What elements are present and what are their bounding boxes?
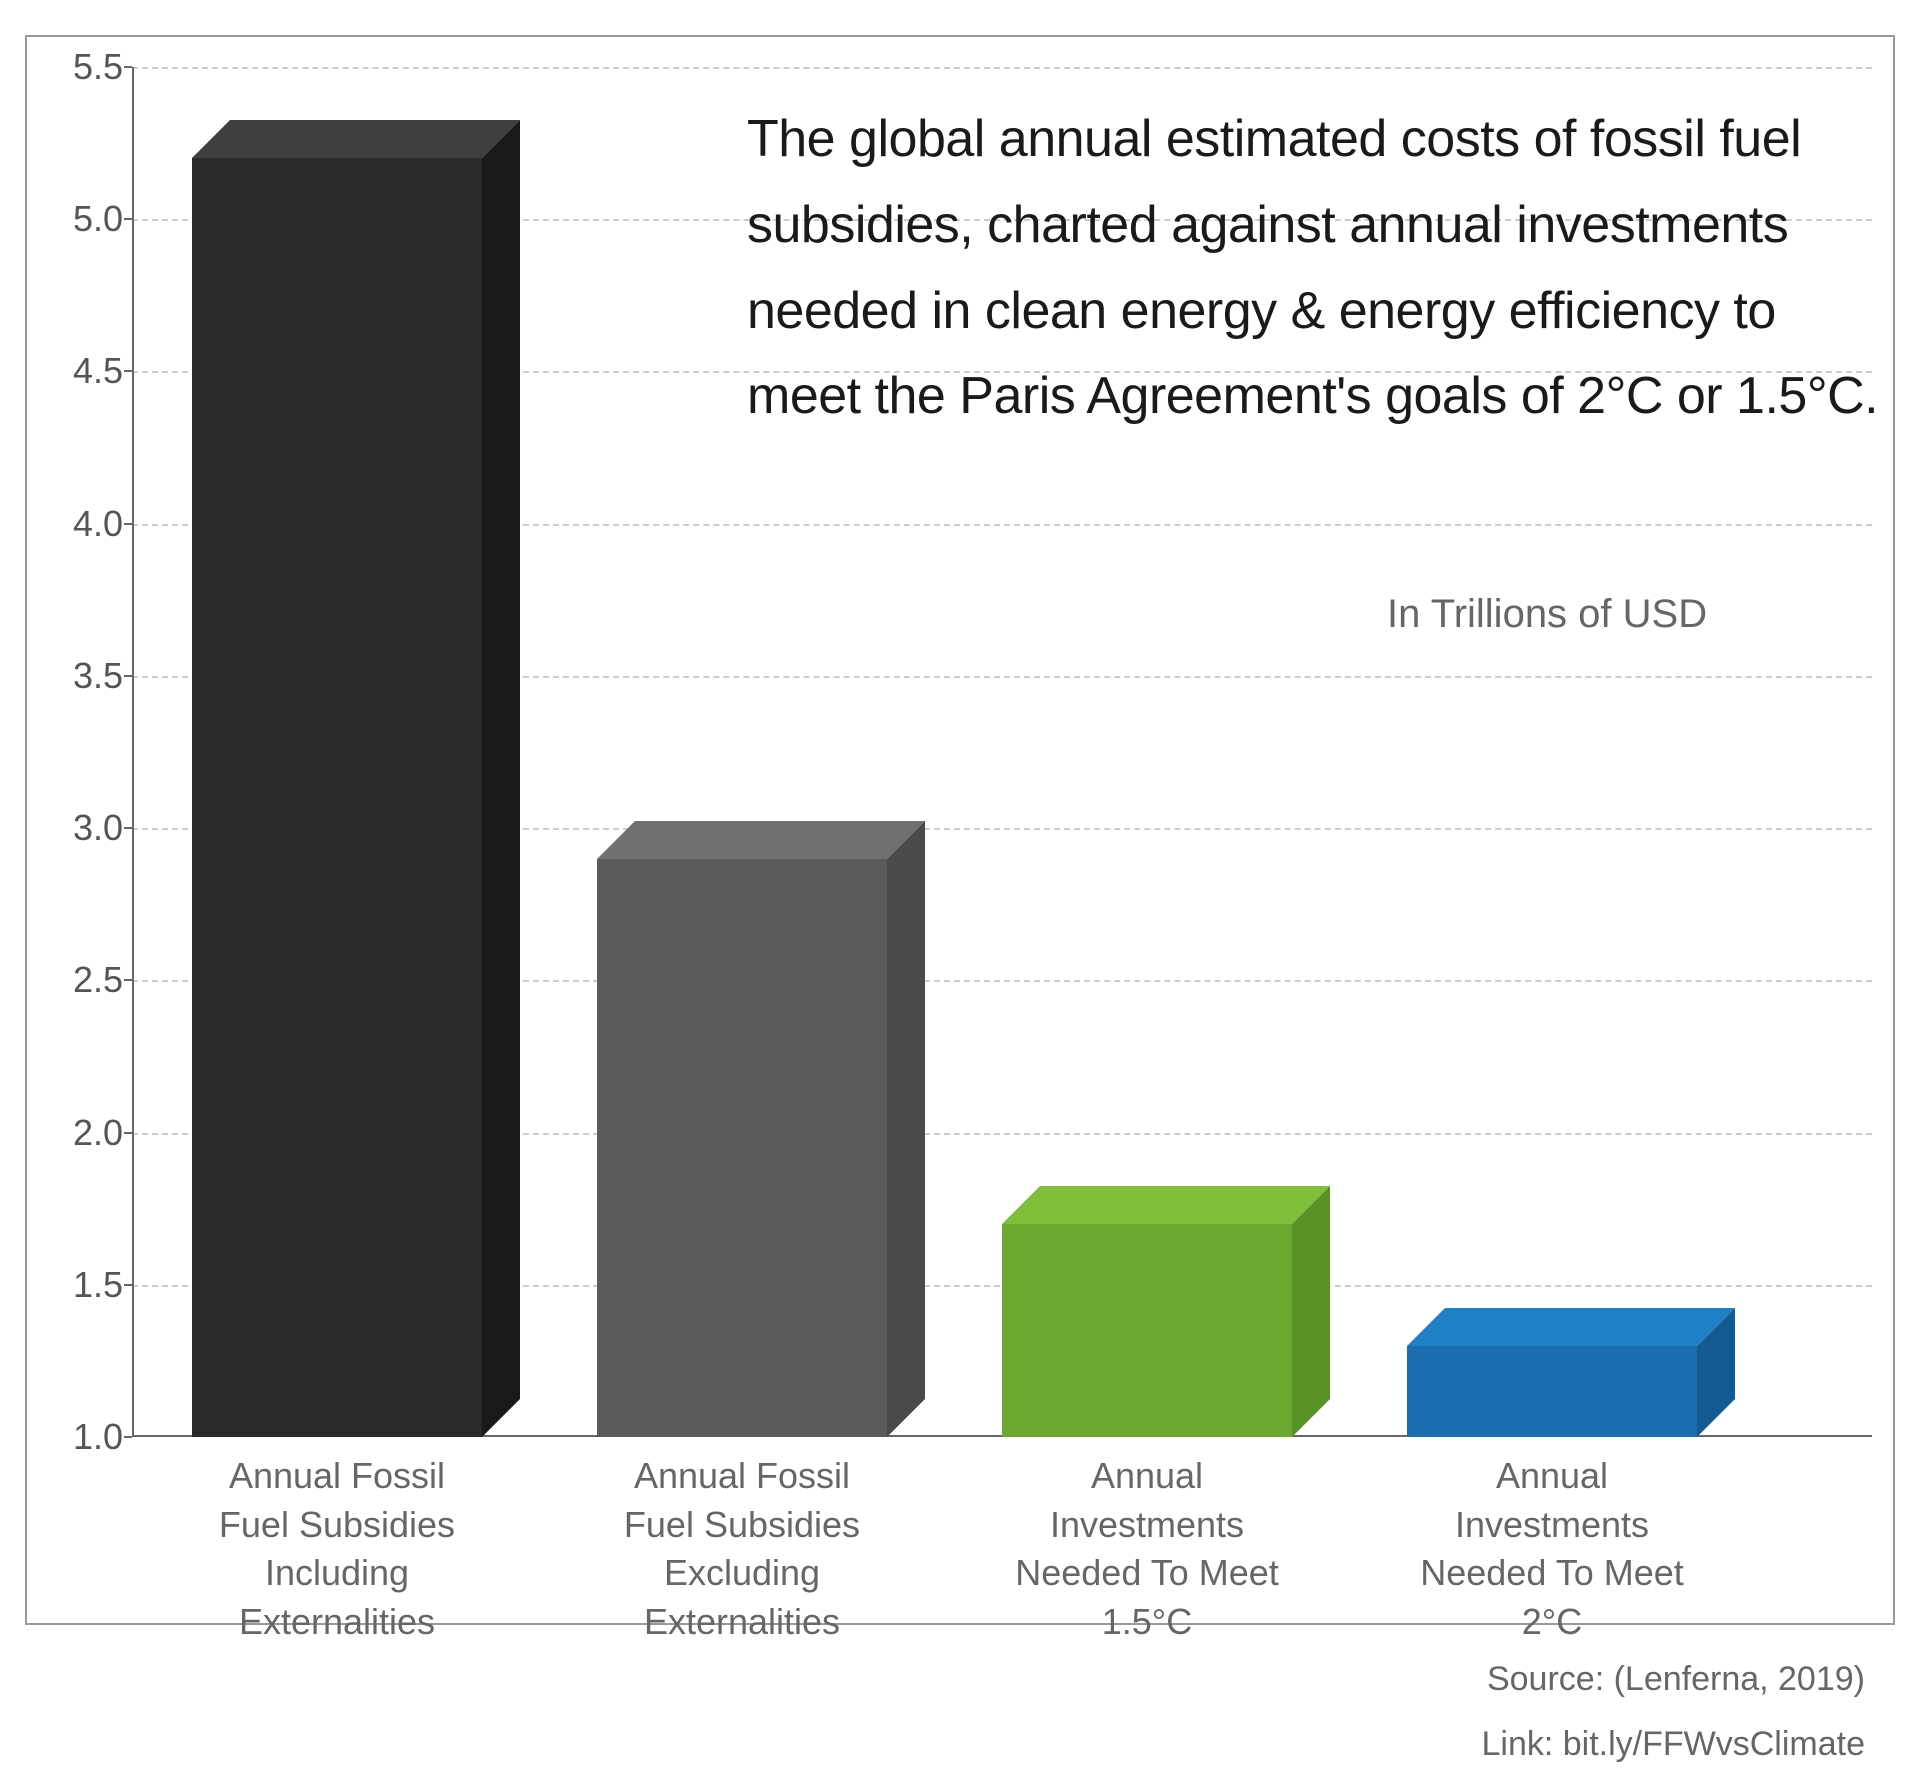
- bar-front: [1002, 1224, 1292, 1437]
- bar-top: [192, 120, 520, 158]
- bar-front: [1407, 1346, 1697, 1437]
- chart-subtitle: In Trillions of USD: [1387, 592, 1707, 637]
- y-tick-label: 1.5: [43, 1264, 123, 1306]
- bar-side: [1292, 1186, 1330, 1437]
- source-text: Source: (Lenferna, 2019): [1487, 1660, 1865, 1699]
- y-tick-label: 1.0: [43, 1416, 123, 1458]
- link-text: Link: bit.ly/FFWvsClimate: [1482, 1725, 1866, 1764]
- y-tick-mark: [124, 523, 132, 525]
- x-axis-label: Annual FossilFuel SubsidiesExcludingExte…: [567, 1452, 917, 1646]
- grid-line: [132, 67, 1872, 69]
- bar-front: [597, 859, 887, 1437]
- bar-front: [192, 158, 482, 1437]
- y-axis-line: [132, 67, 134, 1437]
- y-tick-mark: [124, 218, 132, 220]
- bar-top: [1407, 1308, 1735, 1346]
- bar-side: [482, 120, 520, 1437]
- y-tick-label: 2.5: [43, 959, 123, 1001]
- y-tick-mark: [124, 1436, 132, 1438]
- bar-side: [887, 821, 925, 1437]
- y-tick-label: 2.0: [43, 1112, 123, 1154]
- bar: [1407, 1308, 1735, 1437]
- y-tick-mark: [124, 827, 132, 829]
- y-tick-mark: [124, 675, 132, 677]
- y-tick-label: 5.5: [43, 46, 123, 88]
- bar: [597, 821, 925, 1437]
- y-tick-mark: [124, 1284, 132, 1286]
- y-tick-mark: [124, 979, 132, 981]
- x-axis-label: AnnualInvestmentsNeeded To Meet1.5°C: [972, 1452, 1322, 1646]
- y-tick-mark: [124, 1132, 132, 1134]
- bar-top: [597, 821, 925, 859]
- x-axis-label: AnnualInvestmentsNeeded To Meet2°C: [1377, 1452, 1727, 1646]
- y-tick-label: 5.0: [43, 198, 123, 240]
- bar-top: [1002, 1186, 1330, 1224]
- bar: [192, 120, 520, 1437]
- x-axis-label: Annual FossilFuel SubsidiesIncludingExte…: [162, 1452, 512, 1646]
- y-tick-mark: [124, 370, 132, 372]
- chart-title: The global annual estimated costs of fos…: [747, 97, 1892, 440]
- y-tick-mark: [124, 66, 132, 68]
- y-tick-label: 4.0: [43, 503, 123, 545]
- y-tick-label: 3.5: [43, 655, 123, 697]
- chart-frame: The global annual estimated costs of fos…: [25, 35, 1895, 1625]
- y-tick-label: 4.5: [43, 350, 123, 392]
- y-tick-label: 3.0: [43, 807, 123, 849]
- bar: [1002, 1186, 1330, 1437]
